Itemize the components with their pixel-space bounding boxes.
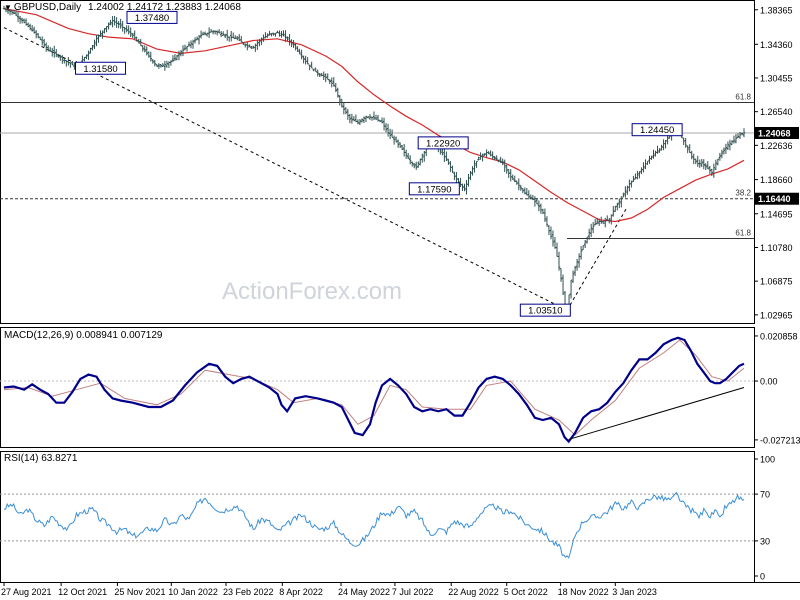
price-tick-label: 1.22636 — [760, 141, 793, 151]
x-tick-label: 27 Aug 2021 — [1, 587, 52, 597]
x-tick-label: 24 May 2022 — [338, 587, 390, 597]
x-tick-label: 23 Feb 2022 — [223, 587, 274, 597]
price-annotation-box — [417, 136, 469, 150]
price-annotation-box — [631, 123, 683, 137]
macd-frame — [0, 327, 755, 448]
fib-label: 38.2 — [735, 189, 751, 198]
macd-trendline — [568, 387, 745, 440]
ohlc-values: 1.24002 1.24172 1.23883 1.24068 — [87, 2, 241, 13]
macd-tick-label: 0.020858 — [760, 331, 798, 341]
price-annotation-box — [75, 61, 127, 75]
price-tick-label: 1.30455 — [760, 73, 793, 83]
x-tick-label: 25 Nov 2021 — [114, 587, 165, 597]
price-panel: 61.8 38.2 61.8 1.37480 1.31580 1.22920 1.17590… — [0, 5, 754, 317]
up-trendline — [566, 206, 628, 311]
x-tick-label: 18 Nov 2022 — [558, 587, 609, 597]
level-38-2-box-label: 1.16440 — [758, 194, 791, 204]
price-tick-label: 1.38365 — [760, 5, 793, 15]
price-tick-label: 1.26540 — [760, 107, 793, 117]
rsi-tick-label: 70 — [760, 490, 770, 500]
macd-tick-label: 0.00 — [760, 377, 778, 387]
price-tick-label: 1.10780 — [760, 243, 793, 253]
macd-header: MACD(12,26,9) 0.008941 0.007129 — [4, 330, 163, 341]
x-tick-label: 12 Oct 2021 — [58, 587, 107, 597]
x-tick-label: 5 Oct 2022 — [504, 587, 548, 597]
level-38-2-box — [755, 192, 799, 205]
price-annotation-label: 1.37480 — [135, 13, 169, 24]
x-tick-label: 10 Jan 2022 — [168, 587, 218, 597]
price-annotation-box — [126, 10, 178, 24]
price-annotation-box — [408, 182, 460, 196]
price-frame — [0, 0, 755, 324]
rsi-tick-label: 0 — [760, 572, 765, 582]
x-tick-label: 7 Jul 2022 — [392, 587, 434, 597]
x-tick-label: 22 Aug 2022 — [448, 587, 499, 597]
current-price-box — [755, 126, 799, 139]
x-tick-label: 8 Apr 2022 — [279, 587, 323, 597]
rsi-tick-label: 30 — [760, 536, 770, 546]
x-tick-label: 3 Jan 2023 — [612, 587, 657, 597]
watermark: ActionForex.com — [222, 278, 402, 305]
price-annotation-label: 1.03510 — [528, 306, 562, 317]
candles — [2, 5, 746, 312]
rsi-tick-label: 100 — [760, 455, 775, 465]
price-annotation-label: 1.22920 — [426, 138, 460, 149]
price-tick-label: 1.14695 — [760, 209, 793, 219]
axes: 1.38365 1.34360 1.30455 1.26540 1.22636 1.186… — [0, 5, 800, 597]
dropdown-triangle-icon[interactable]: ▼ — [4, 3, 12, 12]
price-tick-label: 1.02965 — [760, 310, 793, 320]
fib-label: 61.8 — [735, 93, 751, 102]
price-tick-label: 1.06875 — [760, 277, 793, 287]
current-price-box-label: 1.24068 — [758, 128, 791, 138]
macd-line — [3, 336, 745, 444]
macd-panel — [0, 336, 754, 444]
rsi-line — [4, 491, 745, 559]
macd-tick-label: -0.027213 — [760, 435, 800, 445]
rsi-header: RSI(14) 63.8271 — [4, 453, 78, 464]
price-annotation-label: 1.24450 — [640, 125, 674, 136]
symbol-label: GBPUSD,Daily — [13, 2, 82, 13]
macd-signal-line — [3, 339, 745, 436]
price-tick-label: 1.34360 — [760, 40, 793, 50]
fib-label: 61.8 — [735, 228, 751, 237]
price-annotation-label: 1.31580 — [83, 64, 117, 75]
rsi-frame — [0, 451, 755, 583]
price-header: ▼ GBPUSD,Daily 1.24002 1.24172 1.23883 1.… — [4, 2, 241, 13]
price-annotation-label: 1.17590 — [417, 184, 451, 195]
moving-average-line — [3, 8, 745, 223]
rsi-panel — [0, 491, 754, 559]
price-tick-label: 1.18660 — [760, 175, 793, 185]
price-annotation-box — [519, 303, 571, 317]
